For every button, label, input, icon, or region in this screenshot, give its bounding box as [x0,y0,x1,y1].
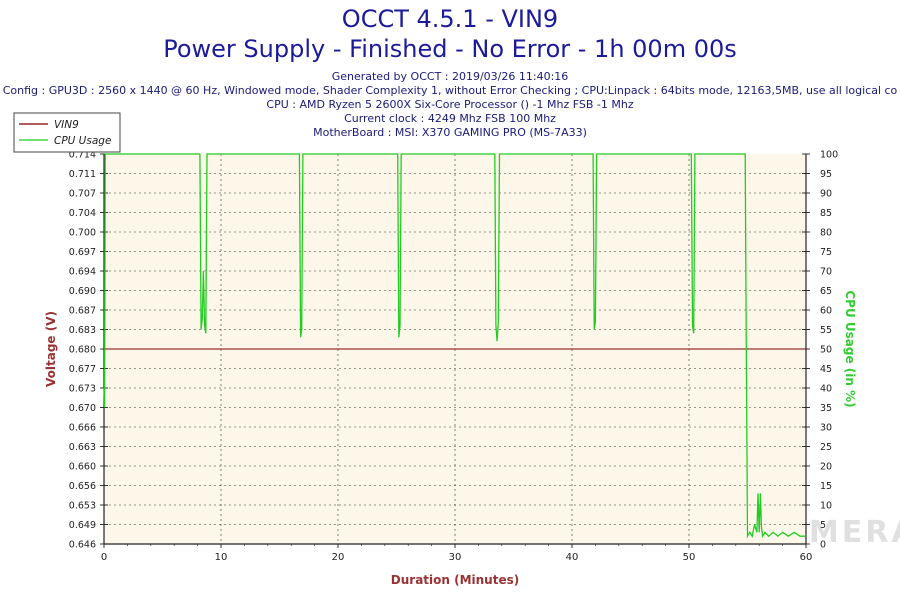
y2-tick-label: 100 [820,150,838,161]
x-tick-label: 40 [566,552,579,563]
y-tick-label: 0.673 [69,384,96,395]
x-tick-label: 0 [101,552,107,563]
y2-tick-label: 50 [820,345,832,356]
generated-info: Generated by OCCT : 2019/03/26 11:40:16 [331,70,569,83]
cpu-info: CPU : AMD Ryzen 5 2600X Six-Core Process… [266,98,634,111]
y2-tick-label: 95 [820,169,832,180]
legend-label-vin9: VIN9 [54,119,79,131]
motherboard-info: MotherBoard : MSI: X370 GAMING PRO (MS-7… [313,126,587,139]
y-tick-label: 0.680 [69,345,96,356]
y-tick-label: 0.687 [69,306,96,317]
y-tick-label: 0.670 [69,403,96,414]
y2-tick-label: 35 [820,403,832,414]
x-tick-label: 10 [215,552,228,563]
y-axis-label: Voltage (V) [44,311,58,387]
y2-tick-label: 55 [820,325,832,336]
y-tick-label: 0.646 [69,540,96,551]
legend-label-cpu-usage: CPU Usage [54,135,111,147]
y2-tick-label: 60 [820,306,832,317]
y-tick-label: 0.690 [69,286,96,297]
y2-tick-label: 90 [820,189,832,200]
x-tick-label: 50 [683,552,696,563]
x-tick-label: 30 [449,552,462,563]
config-info: Config : GPU3D : 2560 x 1440 @ 60 Hz, Wi… [2,84,898,97]
y2-tick-label: 0 [820,540,826,551]
y-tick-label: 0.704 [69,208,96,219]
x-tick-label: 20 [332,552,345,563]
chart-title: OCCT 4.5.1 - VIN9 [341,5,559,33]
x-axis-label: Duration (Minutes) [391,573,519,587]
y-tick-label: 0.697 [69,247,96,258]
y-tick-label: 0.663 [69,442,96,453]
y2-tick-label: 75 [820,247,832,258]
legend-box [13,112,121,153]
y-tick-label: 0.660 [69,462,96,473]
y2-tick-label: 80 [820,228,832,239]
y2-tick-label: 10 [820,501,832,512]
y-tick-label: 0.700 [69,228,96,239]
y-tick-label: 0.666 [69,423,96,434]
x-tick-label: 60 [800,552,813,563]
y2-tick-label: 30 [820,423,832,434]
y-tick-label: 0.649 [69,520,96,531]
y2-tick-label: 65 [820,286,832,297]
y-tick-label: 0.707 [69,189,96,200]
y2-tick-label: 25 [820,442,832,453]
y2-tick-label: 85 [820,208,832,219]
y-tick-label: 0.653 [69,501,96,512]
y-tick-label: 0.711 [69,169,96,180]
clock-info: Current clock : 4249 Mhz FSB 100 Mhz [344,112,556,125]
y2-axis-label: CPU Usage (in %) [843,290,857,407]
series-cpu-usage-line [103,153,806,539]
y2-tick-label: 40 [820,384,832,395]
y2-tick-label: 45 [820,364,832,375]
y-tick-label: 0.677 [69,364,96,375]
y-tick-label: 0.683 [69,325,96,336]
chart-subtitle: Power Supply - Finished - No Error - 1h … [163,35,737,63]
y-tick-label: 0.656 [69,481,96,492]
y-tick-label: 0.714 [69,150,96,161]
y2-tick-label: 20 [820,462,832,473]
y2-tick-label: 5 [820,520,826,531]
y2-tick-label: 15 [820,481,832,492]
y-tick-label: 0.694 [69,267,96,278]
y2-tick-label: 70 [820,267,832,278]
